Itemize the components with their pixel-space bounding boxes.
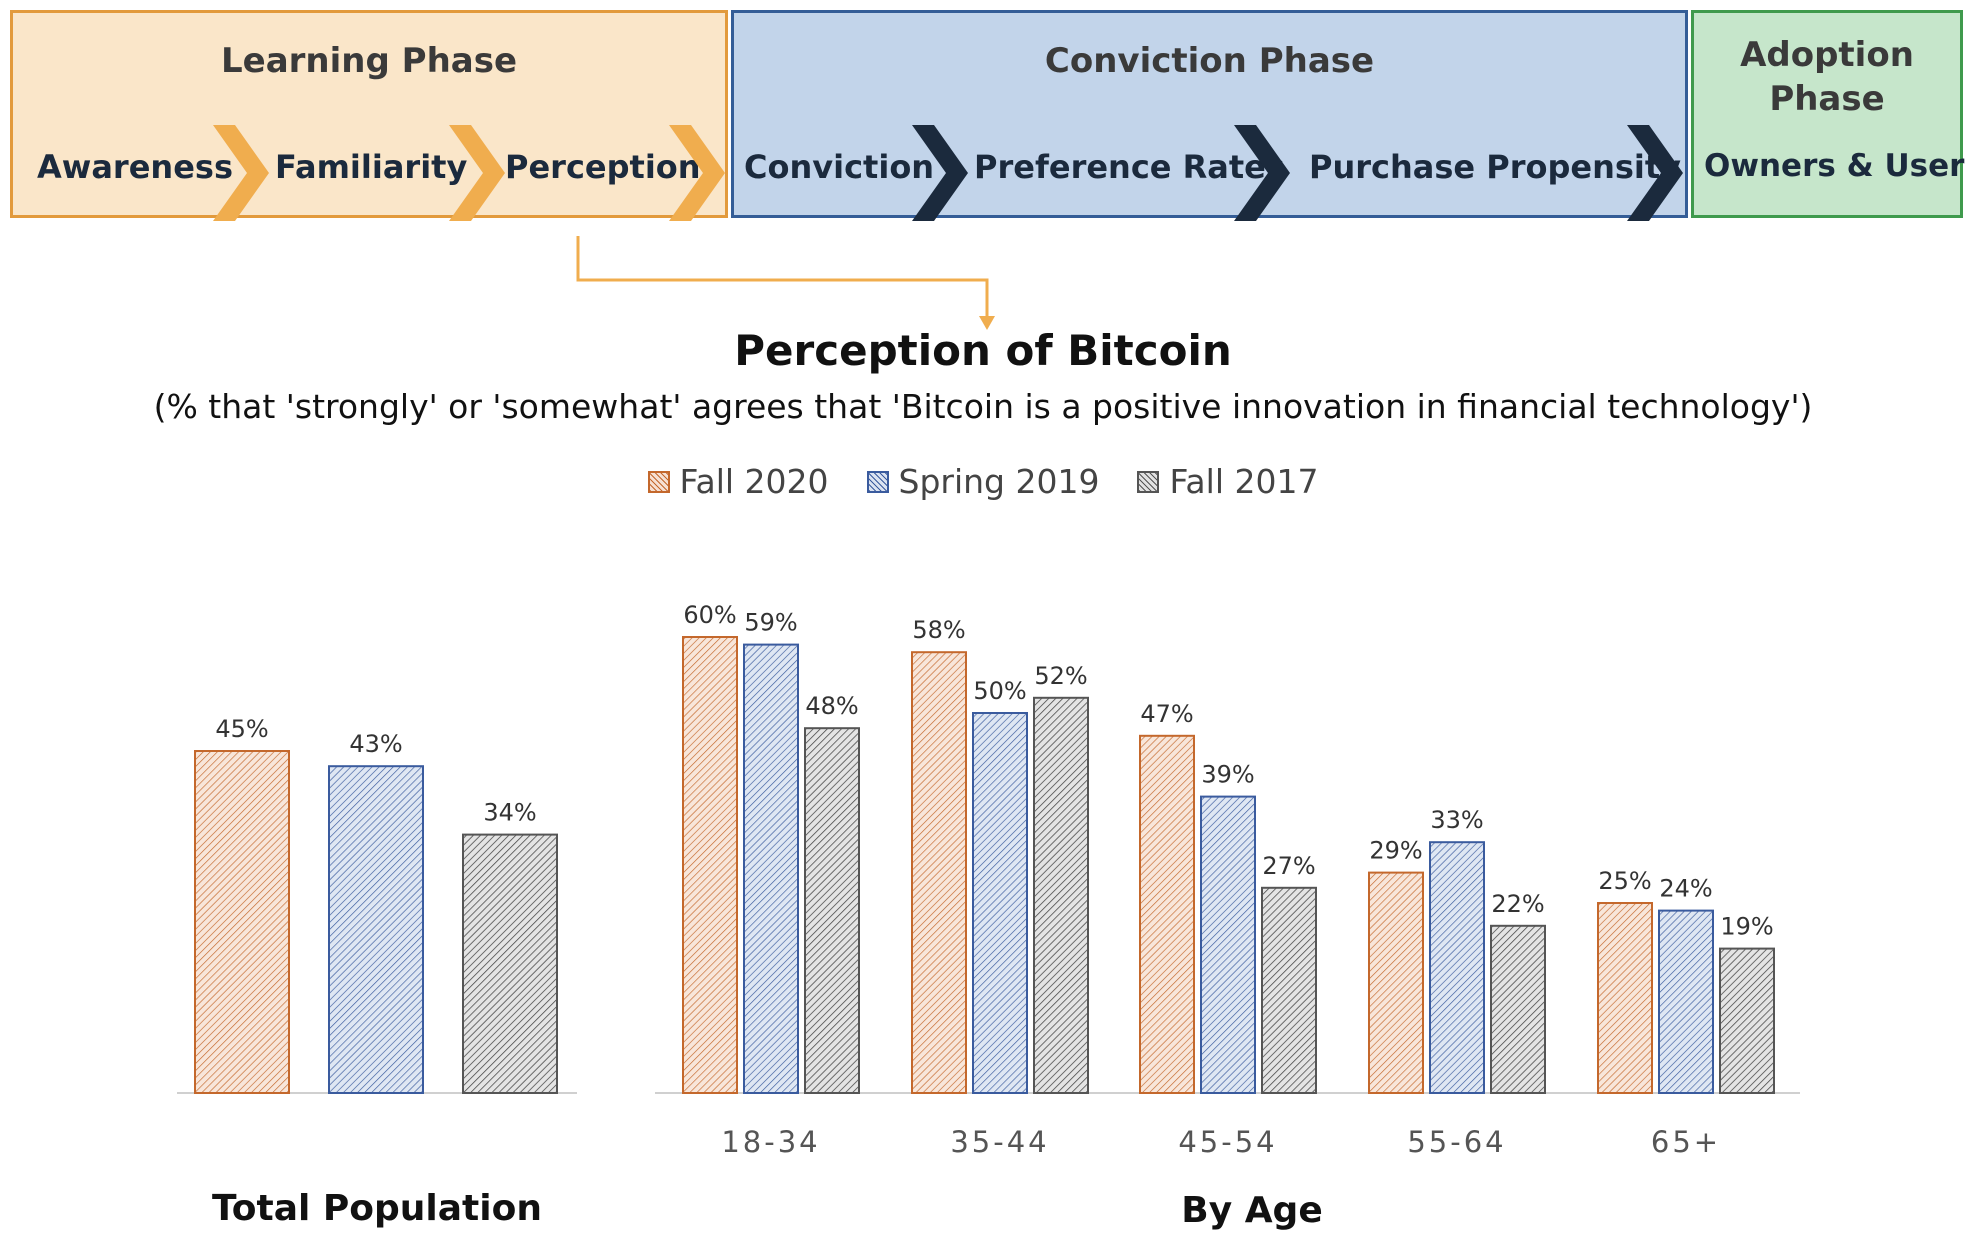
- tick-label-55-64: 55-64: [1407, 1125, 1506, 1159]
- chevron-right-icon: [669, 125, 725, 221]
- learning-phase-box: Learning Phase Awareness Familiarity Per…: [10, 10, 728, 221]
- value-label-by-age-18-34-fall-2017: 48%: [805, 692, 858, 720]
- conviction-phase-title: Conviction Phase: [1044, 41, 1375, 81]
- legend-item-fall-2017: Fall 2017: [1137, 462, 1318, 501]
- bar-by-age-65-spring-2019: [1658, 909, 1714, 1094]
- tick-label-18-34: 18-34: [721, 1125, 820, 1159]
- bar-by-age-65-fall-2020: [1597, 902, 1653, 1094]
- value-label-by-age-35-44-fall-2020: 58%: [912, 616, 965, 644]
- value-label-by-age-65-fall-2017: 19%: [1720, 913, 1773, 941]
- bar-by-age-55-64-fall-2020: [1368, 871, 1424, 1094]
- value-label-by-age-65-spring-2019: 24%: [1659, 875, 1712, 903]
- chevron-right-icon: [449, 125, 505, 221]
- bar-total-population-fall-2020: [194, 750, 290, 1094]
- step-conviction: Conviction: [744, 148, 935, 186]
- chart-title: Perception of Bitcoin: [734, 326, 1232, 375]
- legend-label-fall-2017: Fall 2017: [1169, 462, 1319, 501]
- bar-by-age-18-34-spring-2019: [743, 643, 799, 1094]
- bar-by-age-45-54-spring-2019: [1200, 795, 1256, 1094]
- step-owners-users: Owners & Users: [1704, 148, 1966, 184]
- legend-item-fall-2020: Fall 2020: [647, 462, 829, 501]
- step-purchase-propensity: Purchase Propensity: [1309, 148, 1682, 186]
- bar-by-age-35-44-fall-2020: [911, 651, 967, 1094]
- legend-swatch-fall-2017: [1137, 470, 1160, 493]
- step-awareness: Awareness: [37, 148, 233, 186]
- legend-label-spring-2019: Spring 2019: [898, 462, 1100, 501]
- value-label-total-population-fall-2017: 34%: [483, 799, 536, 827]
- value-label-by-age-55-64-fall-2020: 29%: [1369, 837, 1422, 865]
- bar-by-age-55-64-fall-2017: [1490, 924, 1546, 1094]
- bar-by-age-35-44-fall-2017: [1033, 696, 1089, 1094]
- value-label-total-population-fall-2020: 45%: [215, 715, 268, 743]
- bar-by-age-18-34-fall-2017: [804, 727, 860, 1094]
- chevron-right-icon: [912, 125, 968, 221]
- chevron-right-icon: [1234, 125, 1290, 221]
- bar-total-population-spring-2019: [328, 765, 424, 1094]
- value-label-by-age-18-34-fall-2020: 60%: [683, 601, 736, 629]
- connector-arrow: [576, 236, 995, 330]
- bar-by-age-45-54-fall-2020: [1139, 734, 1195, 1094]
- legend-item-spring-2019: Spring 2019: [866, 462, 1100, 501]
- step-preference-rates: Preference Rates: [974, 148, 1285, 186]
- bar-by-age-55-64-spring-2019: [1429, 841, 1485, 1095]
- tick-label-35-44: 35-44: [950, 1125, 1049, 1159]
- group-label-by-age: By Age: [1181, 1190, 1323, 1231]
- legend-label-fall-2020: Fall 2020: [679, 462, 829, 501]
- chevron-right-icon: [1627, 125, 1683, 221]
- group-label-total-population: Total Population: [212, 1188, 542, 1229]
- value-label-total-population-spring-2019: 43%: [349, 730, 402, 758]
- value-label-by-age-45-54-fall-2017: 27%: [1262, 852, 1315, 880]
- bar-by-age-65-fall-2017: [1719, 947, 1775, 1094]
- chart-subtitle: (% that 'strongly' or 'somewhat' agrees …: [153, 387, 1813, 426]
- value-label-by-age-55-64-spring-2019: 33%: [1430, 806, 1483, 834]
- bar-by-age-18-34-fall-2020: [682, 636, 738, 1094]
- conviction-phase-box: Conviction Phase Conviction Preference R…: [731, 10, 1688, 221]
- tick-label-65: 65+: [1651, 1125, 1721, 1159]
- value-label-by-age-18-34-spring-2019: 59%: [744, 609, 797, 637]
- value-label-by-age-65-fall-2020: 25%: [1598, 867, 1651, 895]
- step-perception: Perception: [505, 148, 701, 186]
- bar-by-age-35-44-spring-2019: [972, 712, 1028, 1094]
- bar-by-age-45-54-fall-2017: [1261, 886, 1317, 1094]
- value-label-by-age-45-54-spring-2019: 39%: [1201, 761, 1254, 789]
- value-label-by-age-35-44-fall-2017: 52%: [1034, 662, 1087, 690]
- value-label-by-age-35-44-spring-2019: 50%: [973, 677, 1026, 705]
- value-label-by-age-45-54-fall-2020: 47%: [1140, 700, 1193, 728]
- tick-label-45-54: 45-54: [1178, 1125, 1277, 1159]
- learning-phase-title: Learning Phase: [220, 41, 518, 81]
- bar-total-population-fall-2017: [462, 833, 558, 1094]
- adoption-phase-box: Adoption Phase Owners & Users: [1691, 10, 1966, 218]
- value-label-by-age-55-64-fall-2017: 22%: [1491, 890, 1544, 918]
- chevron-right-icon: [213, 125, 269, 221]
- legend-swatch-spring-2019: [866, 470, 889, 493]
- chart-legend: Fall 2020 Spring 2019 Fall 2017: [0, 462, 1966, 501]
- adoption-phase-title: Adoption Phase: [1740, 35, 1914, 119]
- step-familiarity: Familiarity: [275, 148, 468, 186]
- legend-swatch-fall-2020: [647, 470, 670, 493]
